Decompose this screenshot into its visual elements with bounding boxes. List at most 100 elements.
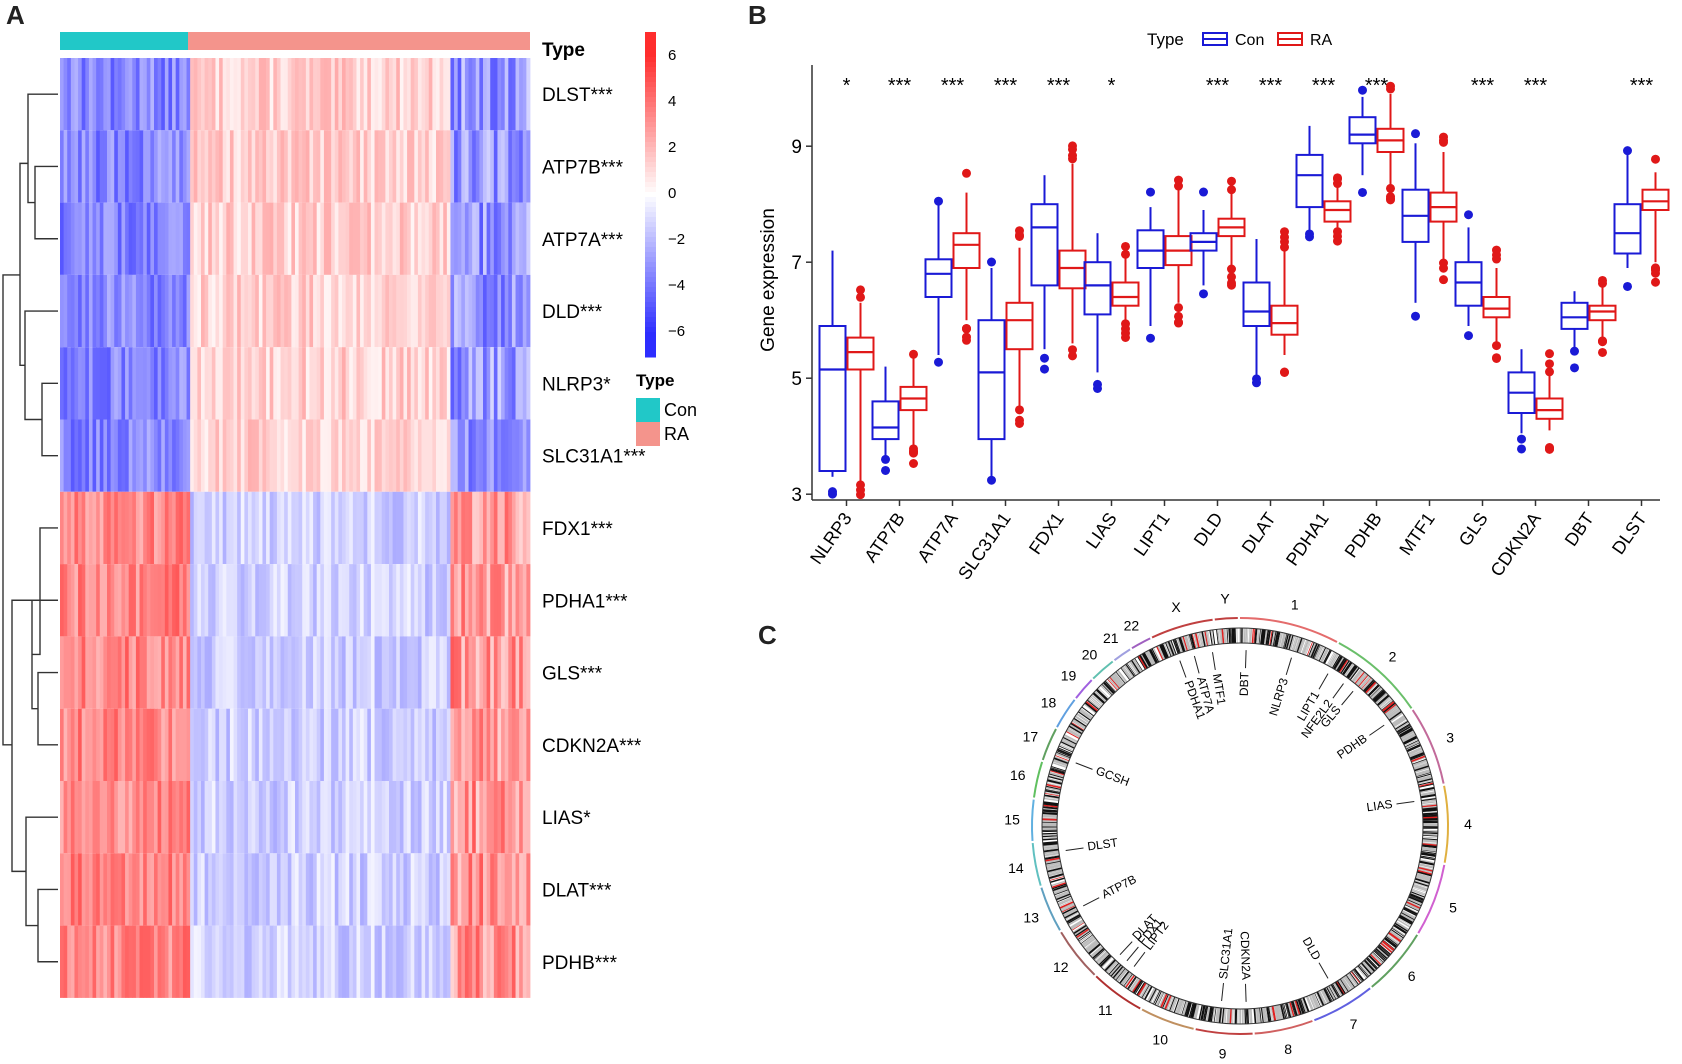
heatmap-cell bbox=[360, 419, 365, 492]
cytoband bbox=[1067, 915, 1081, 925]
heatmap-cell bbox=[381, 781, 386, 854]
heatmap-cell bbox=[504, 58, 509, 131]
heatmap-cell bbox=[240, 347, 245, 420]
heatmap-cell bbox=[356, 274, 361, 348]
box-body bbox=[1005, 301, 1034, 351]
heatmap-cell bbox=[385, 853, 390, 926]
heatmap-cell bbox=[439, 491, 444, 565]
heatmap-cell bbox=[385, 925, 390, 998]
cytoband bbox=[1044, 793, 1060, 797]
heatmap-cell bbox=[233, 130, 238, 203]
heatmap-cell bbox=[284, 925, 289, 998]
heatmap-cell bbox=[486, 58, 491, 131]
heatmap-cell bbox=[150, 58, 155, 131]
heatmap-cell bbox=[262, 347, 267, 420]
cytoband bbox=[1401, 910, 1416, 920]
chromosome-arc bbox=[1417, 864, 1446, 934]
heatmap-cell bbox=[464, 419, 469, 492]
chromosome-arc bbox=[1060, 931, 1096, 976]
outlier-point bbox=[1280, 227, 1289, 237]
heatmap-cell bbox=[276, 419, 281, 492]
heatmap-cell bbox=[88, 347, 93, 420]
heatmap-cell bbox=[186, 636, 191, 709]
cytoband bbox=[1297, 999, 1304, 1014]
cytoband bbox=[1391, 927, 1405, 937]
cytoband bbox=[1405, 740, 1420, 749]
cytoband bbox=[1134, 980, 1144, 995]
heatmap-cell bbox=[197, 419, 202, 492]
heatmap-cell bbox=[381, 58, 386, 131]
heatmap-cell bbox=[99, 274, 104, 348]
cytoband bbox=[1051, 882, 1067, 889]
cytoband bbox=[1052, 884, 1068, 892]
gene-tick bbox=[1285, 657, 1292, 676]
cytoband bbox=[1047, 870, 1063, 876]
cytoband bbox=[1383, 938, 1397, 949]
heatmap-cell bbox=[327, 419, 332, 492]
y-axis-label: Gene expression bbox=[758, 208, 779, 352]
heatmap-cell bbox=[342, 491, 347, 565]
heatmap-cell bbox=[240, 636, 245, 709]
heatmap-cell bbox=[146, 202, 151, 275]
cytoband bbox=[1257, 1008, 1261, 1024]
heatmap-cell bbox=[233, 564, 238, 637]
heatmap-cell bbox=[157, 853, 162, 926]
heatmap-cell bbox=[428, 202, 433, 275]
heatmap-cell bbox=[370, 636, 375, 709]
heatmap-cell bbox=[360, 347, 365, 420]
chromosome-arc bbox=[1092, 660, 1114, 680]
heatmap-cell bbox=[360, 491, 365, 565]
cytoband bbox=[1397, 725, 1412, 735]
heatmap-cell bbox=[143, 925, 148, 998]
heatmap-cell bbox=[110, 925, 115, 998]
heatmap-cell bbox=[370, 564, 375, 637]
heatmap-cell bbox=[381, 274, 386, 348]
heatmap-cell bbox=[92, 347, 97, 420]
heatmap-cell bbox=[399, 202, 404, 275]
heatmap-cell bbox=[135, 564, 140, 637]
cytoband bbox=[1053, 887, 1069, 895]
cytoband bbox=[1092, 692, 1106, 704]
heatmap-cell bbox=[464, 274, 469, 348]
cytoband bbox=[1385, 705, 1399, 716]
significance-marks: * *** *** *** *** * *** *** *** *** *** *** *** bbox=[843, 75, 1654, 97]
heatmap-cell bbox=[295, 564, 300, 637]
chromosome-label: 10 bbox=[1152, 1032, 1168, 1048]
heatmap-cell bbox=[121, 419, 126, 492]
color-scale-step bbox=[645, 292, 656, 298]
heatmap-cell bbox=[154, 58, 159, 131]
chromosome-arc bbox=[1031, 843, 1042, 886]
cytoband bbox=[1292, 1000, 1300, 1016]
cytoband bbox=[1182, 636, 1188, 651]
heatmap-cell bbox=[461, 202, 466, 275]
chromosome-arc bbox=[1041, 728, 1057, 761]
heatmap-cell bbox=[96, 491, 101, 565]
heatmap-cell bbox=[432, 708, 437, 781]
heatmap-cell bbox=[92, 564, 97, 637]
heatmap-row bbox=[60, 274, 531, 348]
heatmap-cell bbox=[219, 925, 224, 998]
heatmap-cell bbox=[255, 202, 260, 275]
heatmap-cell bbox=[323, 564, 328, 637]
heatmap-cell bbox=[291, 564, 296, 637]
heatmap-cell bbox=[67, 58, 72, 131]
cytoband bbox=[1071, 721, 1085, 731]
heatmap-cell bbox=[457, 708, 462, 781]
heatmap-cell bbox=[157, 347, 162, 420]
heatmap-cell bbox=[475, 925, 480, 998]
color-scale-step bbox=[645, 337, 656, 343]
heatmap-cell bbox=[313, 853, 318, 926]
heatmap-cell bbox=[374, 853, 379, 926]
heatmap-cell bbox=[490, 274, 495, 348]
heatmap-cell bbox=[295, 130, 300, 203]
cytoband bbox=[1374, 692, 1387, 703]
heatmap-cell bbox=[421, 130, 426, 203]
outlier-point bbox=[1492, 250, 1501, 260]
heatmap-cell bbox=[493, 419, 498, 492]
box-ra bbox=[1217, 176, 1246, 290]
cytoband bbox=[1371, 952, 1384, 965]
heatmap-cell bbox=[291, 202, 296, 275]
heatmap-cell bbox=[233, 925, 238, 998]
heatmap-cell bbox=[215, 708, 220, 781]
